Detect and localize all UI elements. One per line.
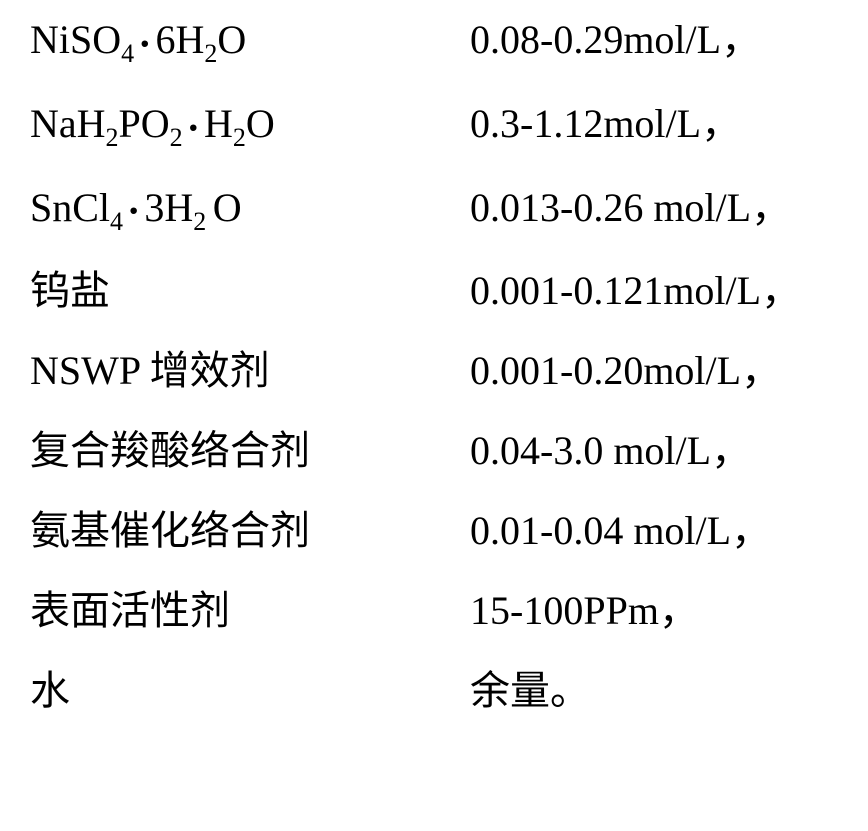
composition-row: 水余量。 <box>30 671 838 711</box>
component-label: NSWP 增效剂 <box>30 351 470 391</box>
component-value: 0.001-0.20mol/L， <box>470 351 781 391</box>
component-value: 0.3-1.12mol/L， <box>470 104 741 144</box>
component-label: 氨基催化络合剂 <box>30 511 470 551</box>
component-label: 钨盐 <box>30 271 470 311</box>
component-value: 0.013-0.26 mol/L， <box>470 188 791 228</box>
component-label: 水 <box>30 671 470 711</box>
component-value: 15-100PPm， <box>470 591 699 631</box>
component-label: NiSO4·6H2O <box>30 20 470 64</box>
component-label: 表面活性剂 <box>30 591 470 631</box>
composition-list: NiSO4·6H2O0.08-0.29mol/L， NaH2PO2·H2O0.3-… <box>0 0 868 731</box>
component-value: 余量。 <box>470 671 590 711</box>
composition-row: NiSO4·6H2O0.08-0.29mol/L， <box>30 20 838 64</box>
component-value: 0.04-3.0 mol/L， <box>470 431 751 471</box>
composition-row: 钨盐0.001-0.121mol/L， <box>30 271 838 311</box>
composition-row: 表面活性剂15-100PPm， <box>30 591 838 631</box>
composition-row: NSWP 增效剂0.001-0.20mol/L， <box>30 351 838 391</box>
component-label: 复合羧酸络合剂 <box>30 431 470 471</box>
component-label: SnCl4·3H2 O <box>30 188 470 232</box>
composition-row: NaH2PO2·H2O0.3-1.12mol/L， <box>30 104 838 148</box>
component-value: 0.08-0.29mol/L， <box>470 20 761 60</box>
composition-row: 氨基催化络合剂0.01-0.04 mol/L， <box>30 511 838 551</box>
composition-row: SnCl4·3H2 O0.013-0.26 mol/L， <box>30 188 838 232</box>
component-value: 0.01-0.04 mol/L， <box>470 511 771 551</box>
composition-row: 复合羧酸络合剂0.04-3.0 mol/L， <box>30 431 838 471</box>
component-value: 0.001-0.121mol/L， <box>470 271 801 311</box>
component-label: NaH2PO2·H2O <box>30 104 470 148</box>
